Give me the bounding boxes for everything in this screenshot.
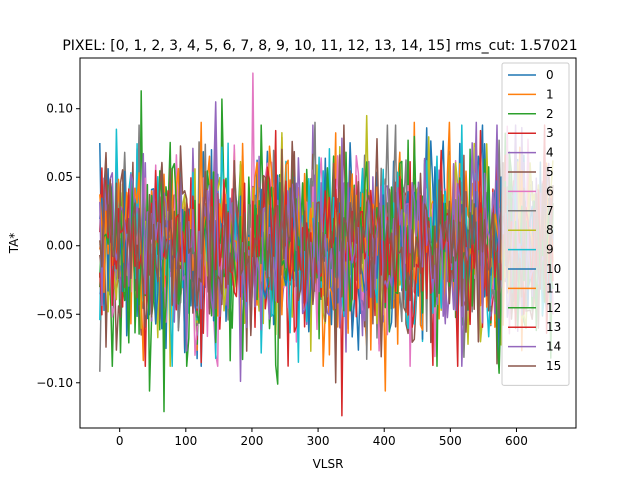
y-tick-label: −0.05 xyxy=(36,307,73,321)
x-tick-label: 500 xyxy=(439,434,462,448)
legend-label: 6 xyxy=(546,184,554,198)
series-line-15 xyxy=(99,137,554,384)
y-tick-label: −0.10 xyxy=(36,376,73,390)
legend-label: 14 xyxy=(546,340,561,354)
y-tick-label: 0.00 xyxy=(46,239,73,253)
series-layer xyxy=(99,72,554,417)
x-axis: 0 100 200 300 400 500 600 xyxy=(116,428,528,448)
legend-label: 15 xyxy=(546,359,561,373)
y-tick-label: 0.05 xyxy=(46,170,73,184)
y-tick-label: 0.10 xyxy=(46,102,73,116)
x-tick-label: 600 xyxy=(505,434,528,448)
legend-label: 7 xyxy=(546,204,554,218)
x-tick-label: 300 xyxy=(307,434,330,448)
legend-label: 5 xyxy=(546,165,554,179)
x-tick-label: 200 xyxy=(240,434,263,448)
legend-label: 8 xyxy=(546,223,554,237)
legend-label: 3 xyxy=(546,126,554,140)
x-axis-label: VLSR xyxy=(313,457,344,471)
legend-label: 13 xyxy=(546,320,561,334)
legend-label: 10 xyxy=(546,262,561,276)
legend-frame xyxy=(501,62,570,386)
legend-label: 9 xyxy=(546,243,554,257)
chart-title: PIXEL: [0, 1, 2, 3, 4, 5, 6, 7, 8, 9, 10… xyxy=(62,38,577,54)
y-axis: −0.10 −0.05 0.00 0.05 0.10 xyxy=(36,102,80,390)
legend-label: 12 xyxy=(546,301,561,315)
legend-label: 1 xyxy=(546,87,554,101)
x-tick-label: 100 xyxy=(174,434,197,448)
legend-label: 11 xyxy=(546,281,561,295)
plot-frame xyxy=(79,57,577,429)
legend-label: 0 xyxy=(546,68,554,82)
y-axis-label: TA* xyxy=(7,233,21,255)
legend-label: 2 xyxy=(546,107,554,121)
x-tick-label: 400 xyxy=(373,434,396,448)
legend-label: 4 xyxy=(546,146,554,160)
x-tick-label: 0 xyxy=(116,434,124,448)
